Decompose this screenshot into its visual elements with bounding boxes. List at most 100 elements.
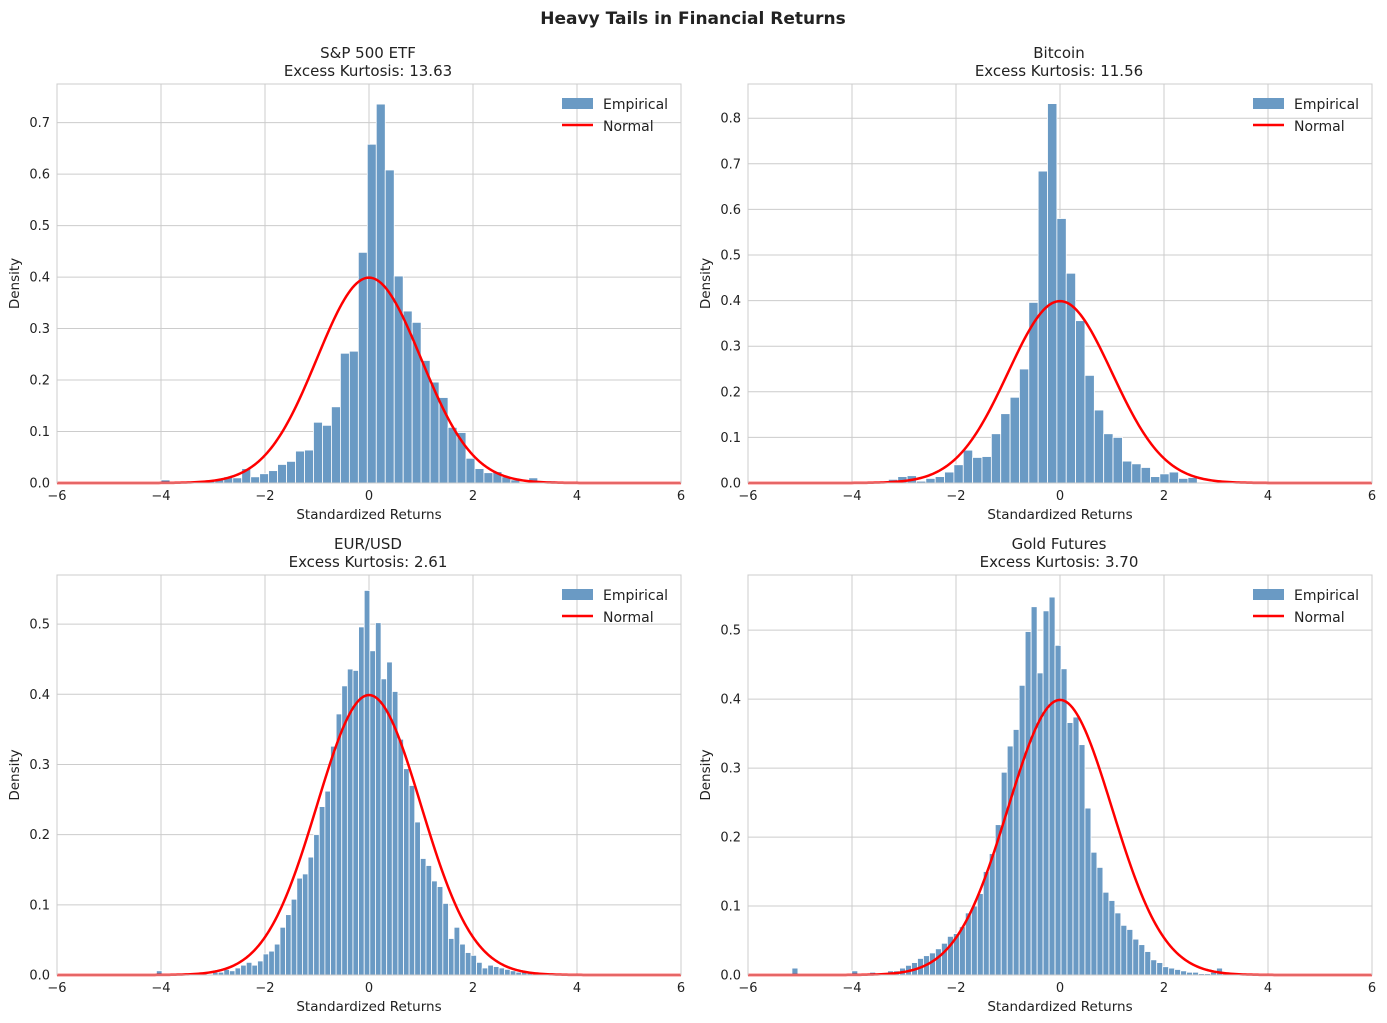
histogram-bar — [492, 966, 500, 976]
y-axis-label: Density — [698, 749, 714, 800]
y-tick-label: 0.2 — [29, 828, 50, 843]
x-tick-label: −6 — [47, 981, 66, 996]
histogram-bar — [958, 926, 966, 976]
x-tick-label: 4 — [573, 489, 581, 504]
histogram-bar — [1090, 851, 1098, 976]
histogram-bar — [318, 806, 326, 976]
histogram-bar — [448, 938, 455, 976]
histogram-bar — [1048, 596, 1056, 976]
histogram-bar — [962, 449, 974, 484]
histogram-bar — [474, 468, 485, 484]
x-tick-label: 6 — [1368, 489, 1376, 504]
y-tick-labels: 0.0 0.1 0.2 0.3 0.4 0.5 — [29, 618, 50, 984]
histogram-bar — [1009, 396, 1020, 484]
histogram-bar — [1174, 969, 1182, 976]
x-tick-label: 2 — [469, 981, 477, 996]
histogram-bar — [1042, 610, 1050, 976]
legend-label-empirical: Empirical — [603, 588, 668, 604]
x-axis-label: Standardized Returns — [987, 507, 1132, 523]
x-tick-label: −6 — [738, 489, 757, 504]
histogram-bar — [481, 967, 489, 976]
y-tick-label: 0.1 — [29, 898, 50, 913]
y-tick-label: 0.8 — [720, 112, 741, 127]
histogram-bar — [229, 970, 236, 976]
histogram-bar — [384, 169, 395, 484]
x-tick-label: 6 — [677, 489, 685, 504]
histogram-bar — [431, 880, 438, 976]
histogram-bar — [1144, 951, 1152, 976]
x-tick-label: 0 — [1056, 981, 1064, 996]
histogram-bar — [240, 964, 247, 976]
histogram-bar — [447, 426, 458, 484]
histogram-bar — [414, 821, 421, 976]
panel-eurusd: EUR/USD Excess Kurtosis: 2.61 −6 −4 −2 0 2 4 6… — [7, 535, 685, 1015]
x-tick-label: −4 — [151, 489, 170, 504]
panel-gold-futures: Gold Futures Excess Kurtosis: 3.70 −6 −4−… — [698, 535, 1376, 1015]
histogram-bar — [1072, 716, 1080, 976]
histogram-bar — [245, 961, 253, 976]
histogram-bar — [313, 834, 320, 976]
figure-title: Heavy Tails in Financial Returns — [540, 9, 845, 29]
histogram-bar — [304, 449, 314, 484]
histogram-bar — [419, 858, 427, 976]
histogram-bar — [972, 457, 983, 484]
histogram-bar — [363, 590, 371, 976]
histogram-bar — [1150, 959, 1158, 976]
histogram-bar — [1126, 929, 1134, 976]
y-tick-label: 0.7 — [720, 157, 741, 172]
histogram-bar — [322, 424, 332, 484]
x-axis-label: Standardized Returns — [296, 507, 441, 523]
histogram-bar — [366, 143, 377, 484]
histogram-bar — [302, 873, 309, 976]
y-tick-label: 0.5 — [29, 618, 50, 633]
x-tick-label: −2 — [255, 981, 274, 996]
legend-label-empirical: Empirical — [603, 97, 668, 113]
y-tick-label: 0.0 — [29, 969, 50, 984]
histogram-bar — [935, 948, 942, 976]
panel-bitcoin: Bitcoin Excess Kurtosis: 11.56 −6 −4 −2 0 2 4… — [698, 44, 1376, 523]
y-tick-label: 0.3 — [720, 340, 741, 355]
legend: Empirical Normal — [562, 588, 668, 626]
plot-frame — [747, 574, 1373, 976]
y-tick-label: 0.1 — [720, 900, 741, 915]
histogram-bar — [330, 745, 337, 976]
x-tick-labels: −6 −4 −2 0 2 4 6 — [738, 981, 1376, 996]
histogram-bar — [1000, 771, 1008, 976]
histogram-bar — [268, 470, 279, 484]
x-axis-label: Standardized Returns — [987, 999, 1132, 1015]
x-tick-labels: −6 −4 −2 0 2 4 6 — [738, 489, 1376, 504]
histogram-bar — [1056, 218, 1067, 484]
x-tick-label: 6 — [677, 981, 685, 996]
histogram-bar — [1140, 467, 1151, 484]
plot-frame — [56, 574, 682, 976]
histogram-bar — [234, 967, 242, 976]
x-tick-label: 0 — [1056, 489, 1064, 504]
legend-label-normal: Normal — [1294, 610, 1345, 626]
histogram-bar — [1000, 413, 1011, 484]
y-tick-label: 0.2 — [720, 831, 741, 846]
histogram-bar — [1075, 320, 1086, 484]
histogram-bar — [335, 713, 343, 976]
histogram-bar — [1060, 668, 1068, 976]
histogram-bar — [1006, 745, 1014, 976]
histogram-bar — [1114, 912, 1122, 976]
histogram-bar — [1138, 944, 1146, 976]
histogram-bar — [1093, 409, 1105, 484]
y-tick-label: 0.4 — [29, 688, 50, 703]
legend: Empirical Normal — [1253, 588, 1359, 626]
histogram-bar — [498, 967, 506, 976]
legend-swatch-empirical — [562, 98, 593, 109]
histogram-bar — [348, 350, 359, 484]
histogram-bar — [483, 472, 494, 484]
histogram-bar — [476, 961, 483, 976]
histogram-bar — [1054, 644, 1062, 976]
histogram-bar — [286, 460, 296, 484]
histogram-bar — [1132, 938, 1140, 976]
histogram-bar — [976, 893, 984, 976]
histogram-bar — [1122, 460, 1133, 484]
histogram-bar — [425, 865, 433, 976]
histogram-bar — [982, 871, 990, 976]
histogram-bar — [375, 622, 382, 976]
histogram-bar — [268, 950, 275, 976]
